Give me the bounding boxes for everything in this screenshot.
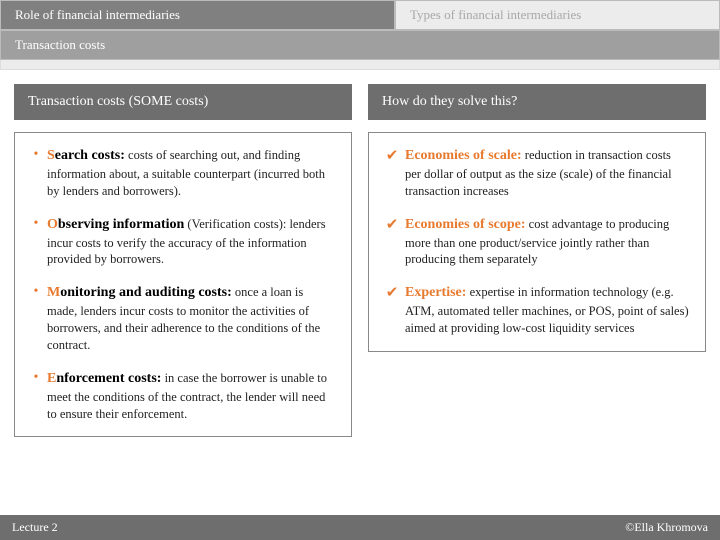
list-item: • Observing information (Verification co… — [25, 216, 335, 269]
item-text: Economies of scope: cost advantage to pr… — [405, 216, 689, 269]
left-card-title: Transaction costs (SOME costs) — [14, 84, 352, 120]
bullet-icon: • — [25, 284, 47, 301]
item-text: Search costs: costs of searching out, an… — [47, 147, 335, 200]
item-text: Expertise: expertise in information tech… — [405, 284, 689, 337]
left-card-body: • Search costs: costs of searching out, … — [14, 132, 352, 437]
footer-author: ©Ella Khromova — [625, 520, 708, 535]
tab-row-1: Role of financial intermediaries Types o… — [0, 0, 720, 30]
item-text: Economies of scale: reduction in transac… — [405, 147, 689, 200]
list-item: ✔ Economies of scope: cost advantage to … — [379, 216, 689, 269]
footer-bar: Lecture 2 ©Ella Khromova — [0, 515, 720, 540]
list-item: ✔ Economies of scale: reduction in trans… — [379, 147, 689, 200]
check-icon: ✔ — [379, 147, 405, 165]
solutions-list: ✔ Economies of scale: reduction in trans… — [379, 147, 689, 337]
check-icon: ✔ — [379, 284, 405, 302]
tab-role-intermediaries[interactable]: Role of financial intermediaries — [0, 0, 395, 30]
transaction-costs-list: • Search costs: costs of searching out, … — [25, 147, 335, 422]
bullet-icon: • — [25, 147, 47, 164]
item-text: Enforcement costs: in case the borrower … — [47, 370, 335, 423]
right-card-body: ✔ Economies of scale: reduction in trans… — [368, 132, 706, 352]
tab-transaction-costs[interactable]: Transaction costs — [0, 30, 720, 60]
footer-lecture: Lecture 2 — [12, 520, 58, 535]
bullet-icon: • — [25, 370, 47, 387]
list-item: • Enforcement costs: in case the borrowe… — [25, 370, 335, 423]
list-item: • Monitoring and auditing costs: once a … — [25, 284, 335, 354]
item-text: Observing information (Verification cost… — [47, 216, 335, 269]
left-column: Transaction costs (SOME costs) • Search … — [14, 84, 352, 437]
list-item: ✔ Expertise: expertise in information te… — [379, 284, 689, 337]
tab-types-intermediaries[interactable]: Types of financial intermediaries — [395, 0, 720, 30]
right-column: How do they solve this? ✔ Economies of s… — [368, 84, 706, 437]
thin-bar — [0, 60, 720, 70]
check-icon: ✔ — [379, 216, 405, 234]
right-card-title: How do they solve this? — [368, 84, 706, 120]
item-text: Monitoring and auditing costs: once a lo… — [47, 284, 335, 354]
bullet-icon: • — [25, 216, 47, 233]
content-area: Transaction costs (SOME costs) • Search … — [0, 70, 720, 437]
tab-row-2: Transaction costs — [0, 30, 720, 60]
list-item: • Search costs: costs of searching out, … — [25, 147, 335, 200]
